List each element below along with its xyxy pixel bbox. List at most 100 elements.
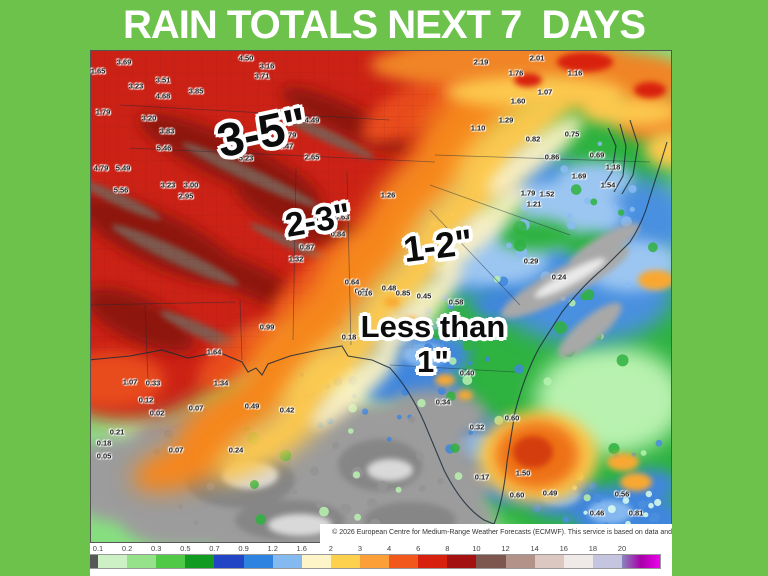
rain-total-value: 0.82 (525, 134, 541, 144)
rain-total-value: 0.12 (138, 395, 154, 405)
rain-total-value: 0.85 (395, 288, 411, 298)
offshore-gray-band (501, 223, 640, 358)
legend-segment (476, 555, 506, 568)
rain-total-value: 3.69 (116, 57, 132, 67)
legend-segment (214, 555, 244, 568)
rain-total-value: 3.71 (254, 71, 270, 81)
legend-segment (621, 555, 660, 568)
rain-total-value: 0.60 (504, 413, 520, 423)
legend-tick-label: 6 (416, 544, 421, 553)
rain-total-value: 2.01 (529, 53, 545, 63)
rain-total-value: 0.81 (628, 508, 644, 518)
legend-segment (90, 555, 98, 568)
rain-total-value: 1.69 (571, 171, 587, 181)
legend-tick-label: 1.2 (267, 544, 278, 553)
rain-total-value: 1.64 (206, 347, 222, 357)
legend-tick-label: 0.3 (151, 544, 162, 553)
legend-tick-labels: 0.1 0.2 0.3 0.5 0.7 0.9 1.2 1.6 2 3 4 6 8 10 12 14 16 18 2… (90, 544, 672, 554)
rain-total-value: 5.23 (238, 153, 254, 163)
legend-segment (272, 555, 302, 568)
legend-tick-label: 0.9 (238, 544, 249, 553)
rain-total-value: 0.24 (551, 272, 567, 282)
rain-total-value: 2.95 (178, 191, 194, 201)
rain-total-value: 3.20 (141, 113, 157, 123)
rain-total-value: 0.05 (96, 451, 112, 461)
rain-total-value: 0.63 (334, 212, 350, 222)
rain-total-value: 1.65 (90, 66, 106, 76)
rain-total-value: 0.32 (469, 422, 485, 432)
rain-total-value: 0.18 (96, 438, 112, 448)
rain-total-value: 1.76 (508, 68, 524, 78)
rain-total-value: 1.54 (600, 180, 616, 190)
rain-total-value: 3.83 (159, 126, 175, 136)
rain-total-value: 3.47 (278, 141, 294, 151)
rain-total-value: 1.21 (526, 199, 542, 209)
rain-total-value: 0.45 (416, 291, 432, 301)
copyright-text: © 2026 European Centre for Medium-Range … (332, 529, 672, 536)
coastline (90, 119, 668, 525)
rain-total-value: 1.16 (567, 68, 583, 78)
rain-total-value: 0.60 (509, 490, 525, 500)
precipitation-map (90, 50, 672, 543)
rain-total-value: 0.99 (259, 322, 275, 332)
legend-segment (563, 555, 593, 568)
legend-segment (156, 555, 186, 568)
annotation-one-inch: 1" (417, 344, 449, 379)
legend-segment (185, 555, 215, 568)
annotation-1-2-inches: 1-2" (401, 220, 475, 271)
rain-total-value: 4.79 (93, 163, 109, 173)
rain-total-value: 3.85 (188, 86, 204, 96)
top-orange-band (370, 50, 672, 168)
legend-tick-label: 1.6 (296, 544, 307, 553)
rain-total-value: 1.50 (515, 468, 531, 478)
rain-total-value: 0.17 (474, 472, 490, 482)
rain-total-value: 0.34 (435, 397, 451, 407)
rain-total-value: 0.16 (357, 288, 373, 298)
rain-total-value: 1.18 (605, 162, 621, 172)
rain-total-value: 0.48 (381, 283, 397, 293)
rain-total-value: 3.23 (128, 81, 144, 91)
rain-total-value: 0.33 (145, 378, 161, 388)
rain-total-value: 0.21 (109, 427, 125, 437)
rain-total-value: 3.16 (259, 61, 275, 71)
rain-value-labels: 1.65 3.69 4.50 3.16 3.71 3.51 3.23 3.85 4.68 2.19… (90, 50, 672, 543)
rain-total-value: 1.26 (380, 190, 396, 200)
rain-total-value: 0.49 (542, 488, 558, 498)
legend-tick-label: 10 (472, 544, 481, 553)
legend-segment (98, 555, 128, 568)
forecast-map-panel: 1.65 3.69 4.50 3.16 3.71 3.51 3.23 3.85 4.68 2.19… (89, 50, 672, 576)
legend-segment (359, 555, 390, 568)
rain-total-value: 0.64 (344, 277, 360, 287)
legend-tick-label: 8 (445, 544, 450, 553)
rain-total-value: 1.79 (520, 188, 536, 198)
legend-segment (301, 555, 331, 568)
legend-tick-label: 20 (617, 544, 627, 553)
rain-total-value: 0.75 (564, 129, 580, 139)
legend-segment (127, 555, 157, 568)
rain-total-value: 0.18 (341, 332, 357, 342)
legend-tick-label: 4 (387, 544, 392, 553)
legend-segment (592, 555, 622, 568)
rain-total-value: 4.49 (304, 115, 320, 125)
color-scale-legend: 0.1 0.2 0.3 0.5 0.7 0.9 1.2 1.6 2 3 4 6 8 10 12 14 16 18 2… (89, 543, 672, 576)
graphic-title: RAIN TOTALS NEXT 7 DAYS (122, 3, 646, 47)
legend-tick-label: 0.7 (209, 544, 220, 553)
rain-total-value: 1.10 (470, 123, 486, 133)
rain-total-value: 0.86 (544, 152, 560, 162)
annotation-less-than: Less than (360, 309, 506, 344)
rain-total-value: 2.65 (304, 152, 320, 162)
rain-total-value: 0.87 (299, 242, 315, 252)
legend-segment (389, 555, 419, 568)
cream-fringe (310, 116, 584, 429)
rain-total-value: 4.50 (238, 53, 254, 63)
rain-total-value: 1.52 (539, 189, 555, 199)
legend-tick-label: 3 (357, 544, 363, 553)
rain-total-value: 0.49 (244, 401, 260, 411)
rain-total-value: 3.00 (183, 180, 199, 190)
rain-total-value: 1.07 (537, 87, 553, 97)
legend-segment (447, 555, 477, 568)
rain-total-value: 5.56 (113, 185, 129, 195)
rain-total-value: 0.58 (448, 297, 464, 307)
rain-total-value: 1.29 (498, 115, 514, 125)
